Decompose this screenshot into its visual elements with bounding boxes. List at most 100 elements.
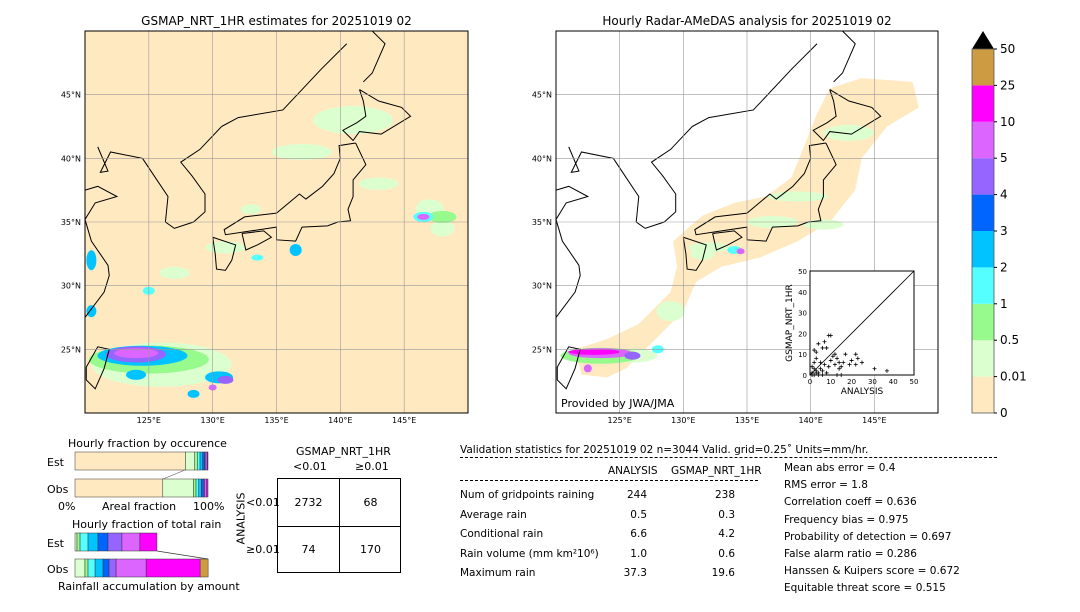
colorbar-tick-label: 0.01 <box>1000 370 1027 384</box>
colorbar-tick-label: 3 <box>1000 224 1008 238</box>
colorbar-tick-label: 10 <box>1000 115 1015 129</box>
rain-area <box>251 254 264 261</box>
coastline <box>212 236 237 271</box>
scatter-point <box>812 348 817 353</box>
scatter-point <box>814 350 819 355</box>
lon-tick-label: 140°E <box>328 416 352 425</box>
fraction-segment <box>76 532 81 552</box>
colorbar-segment <box>972 376 994 413</box>
connector-line <box>162 469 186 480</box>
contingency-col-0: <0.01 <box>293 460 327 473</box>
rain-area <box>205 241 246 254</box>
scatter-point <box>884 368 889 373</box>
scatter-point <box>839 373 844 377</box>
coastline <box>568 146 614 173</box>
lat-tick-label: 35°N <box>61 218 81 227</box>
scatter-point <box>826 364 831 369</box>
lat-tick-label: 30°N <box>61 282 81 291</box>
colorbar-tick-label: 0 <box>1000 406 1008 420</box>
fraction-segment <box>74 478 164 498</box>
scatter-point <box>812 373 817 377</box>
occ-100pct: 100% <box>193 500 225 513</box>
one-to-one-line <box>809 270 915 376</box>
fraction-segment <box>107 532 123 552</box>
scatter-point <box>824 370 829 375</box>
scatter-point <box>816 341 821 346</box>
stat-a: 1.0 <box>630 547 647 560</box>
divider <box>460 457 997 458</box>
lat-tick-label: 30°N <box>532 282 552 291</box>
scatter-x-tick: 50 <box>910 378 919 386</box>
scatter-y-tick: 50 <box>798 268 807 276</box>
score: Equitable threat score = 0.515 <box>784 582 946 595</box>
right-map-title: Hourly Radar-AMeDAS analysis for 2025101… <box>602 14 892 28</box>
stat-label: Conditional rain <box>460 528 544 540</box>
stat-g: 0.6 <box>718 547 735 560</box>
scatter-x-tick: 20 <box>847 378 856 386</box>
col-analysis: ANALYSIS <box>608 465 658 477</box>
score: Correlation coeff = 0.636 <box>784 496 917 509</box>
rain-area <box>86 250 97 271</box>
fraction-segment <box>199 451 203 471</box>
rain-area <box>86 305 97 318</box>
scatter-point <box>853 352 858 357</box>
scatter-y-tick: 10 <box>798 351 807 359</box>
rain-area <box>217 375 234 384</box>
stat-a: 244 <box>626 489 647 501</box>
colorbar-segment <box>972 231 994 268</box>
stat-g: 19.6 <box>711 567 735 579</box>
lat-tick-label: 25°N <box>61 345 81 354</box>
stat-a: 6.6 <box>630 528 647 540</box>
colorbar-tick-label: 1 <box>1000 297 1008 311</box>
rain-area <box>624 351 641 360</box>
fraction-segment <box>201 478 204 498</box>
colorbar-segment <box>972 267 994 304</box>
scatter-xlabel: ANALYSIS <box>841 387 884 397</box>
colorbar-tick-label: 5 <box>1000 151 1008 165</box>
occ-0pct: 0% <box>58 500 76 513</box>
contingency-row-0: <0.01 <box>246 496 280 509</box>
rain-area <box>823 124 874 141</box>
scatter-point <box>810 364 815 369</box>
col-gsmap: GSMAP_NRT_1HR <box>671 465 762 477</box>
fraction-segment <box>139 532 158 552</box>
fraction-segment <box>185 451 195 471</box>
fraction-segment <box>74 451 186 471</box>
scatter-point <box>830 354 835 359</box>
coastline <box>362 31 386 83</box>
scatter-ylabel: GSMAP_NRT_1HR <box>785 284 795 362</box>
lon-tick-label: 125°E <box>608 416 632 425</box>
fraction-segment <box>121 532 141 552</box>
coastline <box>833 31 856 83</box>
coastline <box>97 146 143 173</box>
scatter-x-tick: 30 <box>868 378 877 386</box>
rain-area <box>159 266 190 279</box>
scatter-point <box>832 362 837 367</box>
scatter-point <box>814 370 819 375</box>
scatter-point <box>837 366 842 371</box>
cell-hit-none: 2732 <box>294 496 323 509</box>
map-frame <box>84 30 469 414</box>
rain-area <box>289 244 302 257</box>
coastline <box>682 236 707 271</box>
rain-area <box>313 106 394 135</box>
lat-tick-label: 45°N <box>532 91 552 100</box>
colorbar-segment <box>972 85 994 122</box>
rain-area <box>428 210 457 223</box>
fraction-segment <box>97 532 109 552</box>
colorbar-tick-label: 25 <box>1000 78 1015 92</box>
scatter-point <box>820 368 825 373</box>
rain-xlabel: Rainfall accumulation by amount <box>58 580 240 593</box>
scatter-point <box>822 339 827 344</box>
lon-tick-label: 145°E <box>862 416 886 425</box>
scatter-point <box>816 373 821 377</box>
coastline <box>221 43 348 127</box>
colorbar-segment <box>972 340 994 377</box>
stat-a: 0.5 <box>630 508 647 521</box>
score: RMS error = 1.8 <box>784 479 868 492</box>
colorbar-tick-label: 2 <box>1000 260 1008 274</box>
scatter-point <box>814 356 819 361</box>
fraction-segment <box>79 532 89 552</box>
lon-tick-label: 135°E <box>264 416 288 425</box>
cell-false-alarm: 68 <box>363 496 378 509</box>
